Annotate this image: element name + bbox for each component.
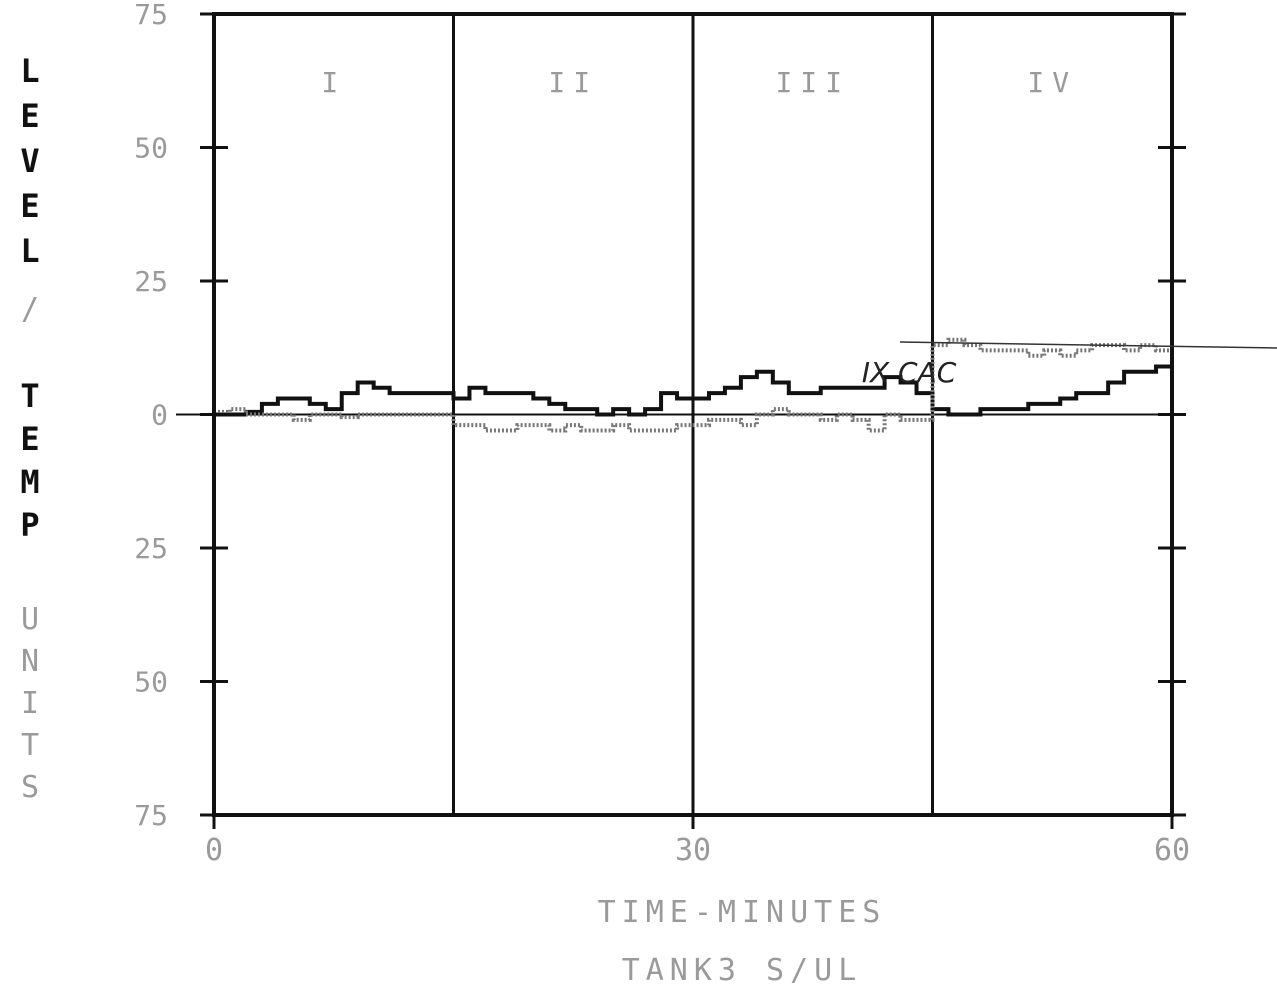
y-axis-label-letter: U: [21, 602, 39, 637]
labels: TIME-MINUTES TANK3 S/UL IX CAC I II III IV7…: [134, 0, 1277, 988]
y-axis-label-letter: V: [20, 142, 39, 180]
y-tick-label: 75: [134, 799, 168, 832]
y-axis-label-letter: T: [20, 377, 39, 415]
y-axis-label-letter: S: [21, 770, 39, 805]
y-tick-label: 50: [134, 666, 168, 699]
x-tick-label: 30: [675, 833, 711, 868]
grid: [176, 14, 1172, 815]
period-label: IV: [1027, 66, 1077, 99]
series-line-2: [214, 337, 1174, 433]
y-axis-label-letter: E: [20, 187, 39, 225]
y-axis-label-letter: L: [20, 52, 39, 90]
y-axis-label-letter: E: [20, 97, 39, 135]
y-tick-label: 50: [134, 132, 168, 165]
y-tick-label: 75: [134, 0, 168, 31]
y-tick-label: 25: [134, 532, 168, 565]
series-line-1: [214, 361, 1174, 417]
y-axis-label-letter: M: [20, 463, 39, 501]
y-axis-label-letter: T: [21, 728, 39, 763]
y-axis-label-letter: I: [21, 686, 39, 721]
y-tick-label: 25: [134, 265, 168, 298]
y-axis-label-letter: E: [20, 420, 39, 458]
y-tick-label: 0: [151, 399, 168, 432]
period-label: I: [321, 66, 346, 99]
annotation-pointer-line: [899, 341, 1277, 349]
x-tick-label: 60: [1154, 833, 1190, 868]
y-axis-label-letter: N: [21, 644, 39, 679]
y-axis-label-letter: /: [21, 292, 39, 327]
series-layer: [214, 337, 1174, 433]
x-tick-label: 0: [205, 833, 223, 868]
y-axis-label-letter: L: [20, 232, 39, 270]
x-axis-label: TIME-MINUTES: [598, 895, 887, 930]
plot-frame: [200, 12, 1186, 829]
period-label: III: [775, 66, 850, 99]
period-label: II: [548, 66, 598, 99]
y-axis-label-letter: P: [20, 506, 39, 544]
annotation-ix-cac: IX CAC: [862, 356, 957, 389]
chart-subtitle: TANK3 S/UL: [622, 953, 863, 988]
